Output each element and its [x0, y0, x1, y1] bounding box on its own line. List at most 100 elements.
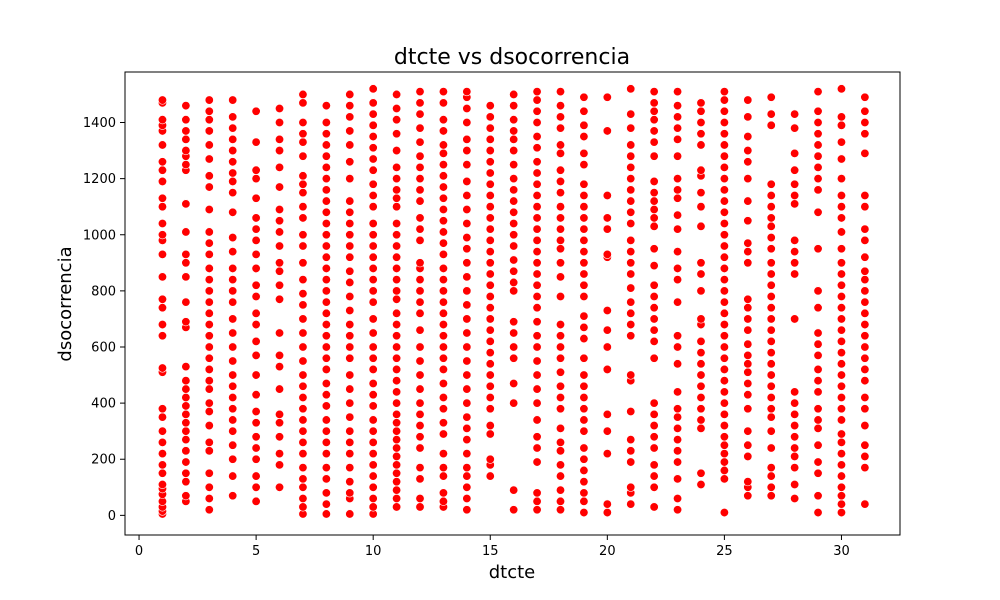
data-point	[321, 151, 331, 161]
data-point	[766, 92, 776, 102]
data-point	[766, 359, 776, 369]
data-point	[532, 432, 542, 442]
data-point	[321, 101, 331, 111]
data-point	[626, 331, 636, 341]
data-point	[275, 227, 285, 237]
data-point	[719, 252, 729, 262]
data-point	[860, 118, 870, 128]
data-point	[392, 275, 402, 285]
data-point	[392, 89, 402, 99]
data-point	[204, 154, 214, 164]
data-point	[766, 291, 776, 301]
data-point	[415, 275, 425, 285]
data-point	[181, 491, 191, 501]
data-point	[485, 258, 495, 268]
data-point	[438, 496, 448, 506]
data-point	[696, 393, 706, 403]
data-point	[485, 213, 495, 223]
data-point	[579, 496, 589, 506]
data-point	[438, 263, 448, 273]
data-point	[321, 297, 331, 307]
data-point	[368, 263, 378, 273]
data-point	[673, 112, 683, 122]
data-point	[204, 204, 214, 214]
data-point	[813, 415, 823, 425]
data-point	[415, 370, 425, 380]
data-point	[275, 146, 285, 156]
data-point	[860, 320, 870, 330]
data-point	[204, 482, 214, 492]
data-point	[626, 247, 636, 257]
data-point	[438, 140, 448, 150]
data-point	[790, 190, 800, 200]
data-point	[415, 308, 425, 318]
data-point	[392, 219, 402, 229]
data-point	[696, 221, 706, 231]
data-point	[602, 499, 612, 509]
data-point	[485, 269, 495, 279]
data-point	[275, 266, 285, 276]
data-point	[345, 174, 355, 184]
data-point	[181, 426, 191, 436]
data-point	[719, 474, 729, 484]
data-point	[298, 449, 308, 459]
data-point	[251, 496, 261, 506]
data-point	[579, 311, 589, 321]
data-point	[392, 294, 402, 304]
data-point	[485, 291, 495, 301]
data-point	[836, 280, 846, 290]
data-point	[743, 174, 753, 184]
data-point	[860, 92, 870, 102]
data-point	[462, 356, 472, 366]
data-point	[251, 482, 261, 492]
data-point	[321, 219, 331, 229]
data-point	[204, 115, 214, 125]
data-point	[157, 404, 167, 414]
data-point	[509, 185, 519, 195]
y-tick-label: 200	[91, 453, 116, 468]
data-point	[836, 202, 846, 212]
data-point	[438, 286, 448, 296]
data-point	[766, 443, 776, 453]
data-point	[298, 415, 308, 425]
data-point	[228, 440, 238, 450]
data-point	[790, 463, 800, 473]
data-point	[275, 118, 285, 128]
data-point	[532, 168, 542, 178]
data-point	[836, 393, 846, 403]
data-point	[555, 381, 565, 391]
data-point	[462, 87, 472, 97]
data-point	[532, 415, 542, 425]
data-point	[626, 482, 636, 492]
data-point	[321, 241, 331, 251]
data-point	[626, 207, 636, 217]
data-point	[532, 95, 542, 105]
data-point	[649, 188, 659, 198]
data-point	[321, 437, 331, 447]
data-point	[719, 174, 729, 184]
data-point	[649, 280, 659, 290]
data-point	[836, 84, 846, 94]
data-point	[298, 98, 308, 108]
data-point	[860, 463, 870, 473]
data-point	[532, 457, 542, 467]
data-point	[579, 353, 589, 363]
data-point	[181, 376, 191, 386]
data-point	[860, 275, 870, 285]
data-point	[860, 342, 870, 352]
data-point	[228, 123, 238, 133]
data-point	[626, 435, 636, 445]
data-point	[766, 426, 776, 436]
data-point	[181, 362, 191, 372]
data-point	[509, 398, 519, 408]
data-point	[275, 204, 285, 214]
data-point	[462, 286, 472, 296]
data-point	[204, 140, 214, 150]
data-point	[228, 146, 238, 156]
data-point	[345, 342, 355, 352]
data-point	[813, 376, 823, 386]
data-point	[602, 224, 612, 234]
data-point	[555, 393, 565, 403]
data-point	[790, 247, 800, 257]
data-point	[181, 227, 191, 237]
